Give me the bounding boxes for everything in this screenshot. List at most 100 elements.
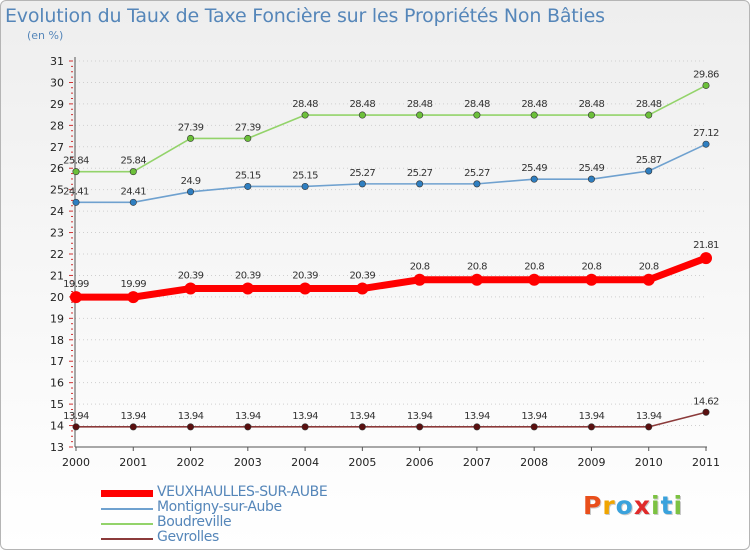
y-tick-label: 19	[50, 312, 64, 325]
series-line-3	[76, 411, 707, 428]
data-point	[528, 273, 541, 286]
data-label: 13.94	[120, 411, 146, 422]
y-tick-label: 28	[50, 119, 64, 132]
y-tick-label: 13	[50, 441, 64, 454]
logo-letter: i	[673, 491, 684, 520]
data-label: 20.8	[524, 262, 544, 273]
data-point	[301, 182, 309, 190]
data-point	[72, 168, 80, 176]
data-point	[473, 111, 481, 119]
data-label: 25.87	[636, 155, 662, 166]
data-label: 27.39	[235, 122, 261, 133]
x-tick-label: 2003	[234, 456, 262, 469]
data-label: 28.48	[292, 99, 318, 110]
data-label: 27.12	[693, 128, 719, 139]
data-point	[702, 81, 710, 89]
data-point	[187, 188, 195, 196]
logo-letter: x	[633, 491, 651, 520]
y-tick-label: 24	[50, 205, 64, 218]
series-layer	[70, 81, 712, 431]
data-label: 25.27	[350, 168, 376, 179]
y-tick-label: 20	[50, 291, 64, 304]
data-label: 13.94	[407, 411, 433, 422]
data-point	[129, 423, 137, 431]
data-label: 19.99	[63, 279, 89, 290]
data-label: 21.81	[693, 240, 719, 251]
data-point	[530, 423, 538, 431]
data-label: 25.15	[235, 170, 261, 181]
data-label: 24.9	[181, 176, 201, 187]
series-line-0	[76, 254, 708, 301]
data-label: 28.48	[521, 99, 547, 110]
y-tick-label: 23	[50, 227, 64, 240]
legend-label: Gevrolles	[157, 529, 219, 545]
data-point	[244, 182, 252, 190]
data-point	[72, 423, 80, 431]
logo-letter: i	[651, 491, 661, 520]
y-tick-label: 17	[50, 355, 64, 368]
data-point	[702, 140, 710, 148]
data-point	[413, 273, 426, 286]
data-label: 13.94	[350, 411, 376, 422]
logo-letter: r	[602, 491, 616, 520]
logo-letter: P	[583, 491, 603, 520]
data-point	[358, 111, 366, 119]
data-label: 28.48	[407, 99, 433, 110]
chart-title: Evolution du Taux de Taxe Foncière sur l…	[5, 5, 605, 27]
data-point	[299, 282, 312, 295]
grid-lines	[75, 60, 707, 448]
x-tick-label: 2005	[348, 456, 376, 469]
data-label: 20.8	[582, 262, 602, 273]
data-label: 13.94	[636, 411, 662, 422]
data-point	[700, 252, 712, 265]
y-tick-label: 15	[50, 398, 64, 411]
legend-label: VEUXHAULLES-SUR-AUBE	[157, 484, 328, 500]
y-tick-label: 27	[50, 141, 64, 154]
data-label: 14.62	[693, 396, 719, 407]
data-point	[301, 423, 309, 431]
data-point	[585, 273, 598, 286]
legend-label: Boudreville	[157, 514, 232, 530]
proxiti-logo: Proxiti	[583, 491, 683, 520]
data-label: 20.39	[178, 271, 204, 282]
axes: 13 14 15 16 17 18 19 20 21 22 23 24 25 26 27 28 29 30 31 20…	[50, 55, 720, 469]
data-point	[416, 180, 424, 188]
legend-swatch	[101, 490, 153, 497]
data-label: 13.94	[579, 411, 605, 422]
data-label: 20.39	[350, 271, 376, 282]
unit-label: (en %)	[27, 29, 64, 42]
data-label: 20.8	[467, 262, 487, 273]
legend-swatch	[101, 523, 153, 525]
data-label: 25.27	[464, 168, 490, 179]
data-point	[129, 168, 137, 176]
data-point	[645, 423, 653, 431]
y-tick-label: 22	[50, 248, 64, 261]
y-tick-label: 31	[50, 55, 64, 68]
data-point	[530, 111, 538, 119]
data-label: 19.99	[120, 279, 146, 290]
data-point	[244, 134, 252, 142]
data-point	[702, 408, 710, 416]
data-label: 25.49	[521, 163, 547, 174]
data-point	[184, 282, 197, 295]
data-point	[470, 273, 483, 286]
y-tick-label: 26	[50, 162, 64, 175]
data-label: 13.94	[235, 411, 261, 422]
data-label: 25.84	[63, 156, 89, 167]
data-point	[358, 180, 366, 188]
data-label: 29.86	[693, 69, 719, 80]
data-point	[72, 198, 80, 206]
data-point	[241, 282, 254, 295]
y-tick-label: 16	[50, 377, 64, 390]
y-tick-label: 29	[50, 98, 64, 111]
legend-swatch	[101, 508, 153, 510]
data-point	[187, 134, 195, 142]
data-point	[358, 423, 366, 431]
y-tick-label: 14	[50, 420, 64, 433]
data-point	[642, 273, 655, 286]
y-tick-label: 30	[50, 76, 64, 89]
data-label: 20.39	[292, 271, 318, 282]
data-point	[473, 180, 481, 188]
x-tick-label: 2001	[119, 456, 147, 469]
